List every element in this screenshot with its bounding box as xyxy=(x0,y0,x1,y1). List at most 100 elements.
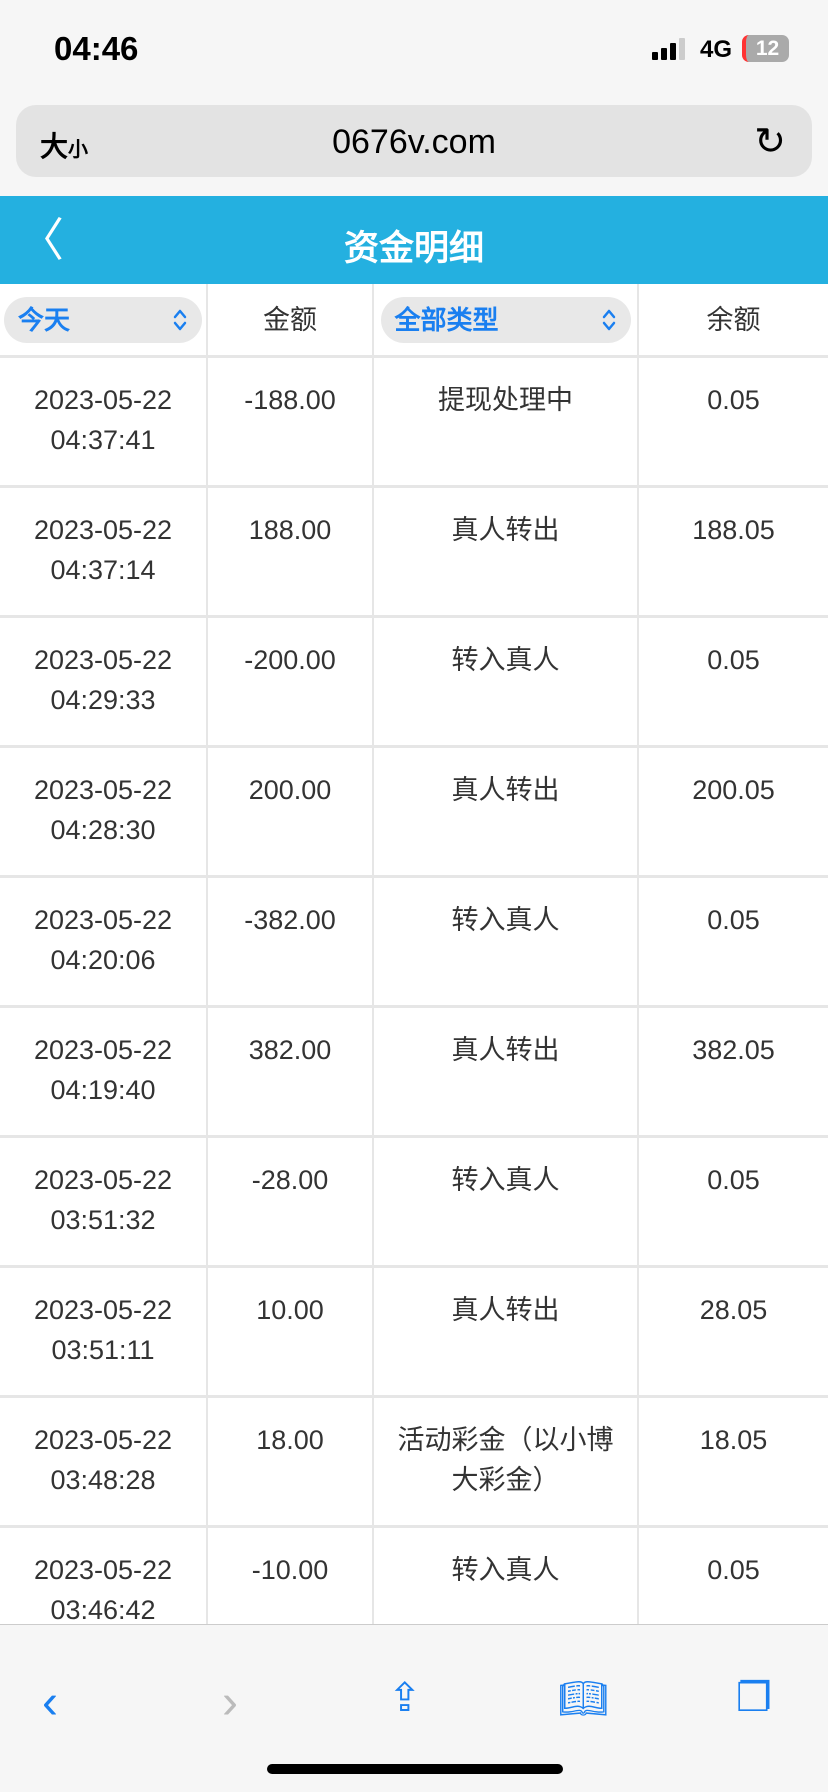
date: 2023-05-22 xyxy=(33,1295,173,1325)
datetime-cell: 2023-05-22 04:20:06 xyxy=(0,878,208,1005)
transactions-table: 今天 金额 全部类型 余额 2023-05-22 04:37:41 -188.00… xyxy=(0,284,828,1624)
text-size-button[interactable]: 大小 xyxy=(40,125,88,165)
table-row: 2023-05-22 04:37:14 188.00 真人转出 188.05 xyxy=(0,488,828,618)
balance-cell: 0.05 xyxy=(707,905,760,935)
amount-cell: 200.00 xyxy=(208,748,374,875)
time: 03:51:11 xyxy=(51,1335,155,1365)
datetime-cell: 2023-05-22 03:46:42 xyxy=(0,1528,208,1624)
url-domain[interactable]: 0676v.com xyxy=(332,123,496,161)
table-row: 2023-05-22 03:51:32 -28.00 转入真人 0.05 xyxy=(0,1138,828,1268)
date: 2023-05-22 xyxy=(33,1035,173,1065)
datetime-cell: 2023-05-22 04:28:30 xyxy=(0,748,208,875)
status-bar: 04:46 4G 12 xyxy=(0,0,828,100)
amount-cell: 10.00 xyxy=(208,1268,374,1395)
balance-cell: 0.05 xyxy=(707,385,760,415)
datetime-cell: 2023-05-22 03:48:28 xyxy=(0,1398,208,1525)
table-header: 今天 金额 全部类型 余额 xyxy=(0,284,828,358)
type-cell: 转入真人 xyxy=(374,1138,639,1265)
bookmarks-icon[interactable]: 📖︎ xyxy=(558,1677,609,1721)
amount-cell: 18.00 xyxy=(208,1398,374,1525)
table-row: 2023-05-22 04:28:30 200.00 真人转出 200.05 xyxy=(0,748,828,878)
clock: 04:46 xyxy=(54,30,139,67)
chevron-updown-icon xyxy=(173,309,187,330)
balance-cell: 188.05 xyxy=(692,515,775,545)
amount-cell: -28.00 xyxy=(208,1138,374,1265)
back-icon[interactable]: 〈 xyxy=(18,214,64,266)
balance-cell: 382.05 xyxy=(692,1035,775,1065)
time: 04:19:40 xyxy=(50,1075,156,1105)
type-cell: 真人转出 xyxy=(374,1008,639,1135)
table-row: 2023-05-22 03:51:11 10.00 真人转出 28.05 xyxy=(0,1268,828,1398)
back-nav-icon[interactable]: ‹ xyxy=(42,1676,58,1729)
date: 2023-05-22 xyxy=(33,1165,173,1195)
home-indicator xyxy=(267,1764,563,1774)
signal-icon xyxy=(652,38,685,60)
time: 04:37:41 xyxy=(50,425,156,455)
chevron-updown-icon xyxy=(602,309,615,330)
amount-cell: -200.00 xyxy=(208,618,374,745)
table-row: 2023-05-22 03:46:42 -10.00 转入真人 0.05 xyxy=(0,1528,828,1624)
balance-cell: 0.05 xyxy=(707,1555,760,1585)
date-filter-label: 今天 xyxy=(18,304,71,335)
amount-header: 金额 xyxy=(208,284,374,355)
datetime-cell: 2023-05-22 04:37:41 xyxy=(0,358,208,485)
time: 03:46:42 xyxy=(50,1595,156,1624)
text-size-small: 小 xyxy=(68,139,89,161)
type-cell: 转入真人 xyxy=(374,618,639,745)
time: 04:28:30 xyxy=(50,815,156,845)
date: 2023-05-22 xyxy=(33,775,173,805)
type-cell: 活动彩金（以小博大彩金） xyxy=(374,1398,639,1525)
table-row: 2023-05-22 03:48:28 18.00 活动彩金（以小博大彩金） 18… xyxy=(0,1398,828,1528)
page-title: 资金明细 xyxy=(343,229,484,268)
balance-cell: 28.05 xyxy=(699,1295,768,1325)
text-size-large: 大 xyxy=(40,131,69,162)
page-header: 〈 资金明细 xyxy=(0,196,828,284)
datetime-cell: 2023-05-22 04:19:40 xyxy=(0,1008,208,1135)
datetime-cell: 2023-05-22 03:51:11 xyxy=(0,1268,208,1395)
type-cell: 真人转出 xyxy=(374,1268,639,1395)
datetime-cell: 2023-05-22 03:51:32 xyxy=(0,1138,208,1265)
date-filter-select[interactable]: 今天 xyxy=(4,296,202,343)
address-bar[interactable]: 大小 0676v.com ↻ xyxy=(16,105,812,177)
reload-icon[interactable]: ↻ xyxy=(754,121,786,163)
type-filter-select[interactable]: 全部类型 xyxy=(380,296,631,343)
forward-nav-icon[interactable]: › xyxy=(222,1676,238,1729)
balance-cell: 0.05 xyxy=(707,645,760,675)
type-filter-label: 全部类型 xyxy=(394,304,499,335)
type-cell: 提现处理中 xyxy=(374,358,639,485)
time: 03:48:28 xyxy=(50,1465,156,1495)
amount-cell: -382.00 xyxy=(208,878,374,1005)
date: 2023-05-22 xyxy=(33,1425,173,1455)
table-row: 2023-05-22 04:19:40 382.00 真人转出 382.05 xyxy=(0,1008,828,1138)
date: 2023-05-22 xyxy=(33,515,173,545)
battery-icon: 12 xyxy=(742,35,789,62)
balance-cell: 200.05 xyxy=(692,775,775,805)
share-icon[interactable]: ⇪ xyxy=(388,1676,422,1720)
type-cell: 转入真人 xyxy=(374,878,639,1005)
table-row: 2023-05-22 04:20:06 -382.00 转入真人 0.05 xyxy=(0,878,828,1008)
table-row: 2023-05-22 04:29:33 -200.00 转入真人 0.05 xyxy=(0,618,828,748)
amount-cell: -188.00 xyxy=(208,358,374,485)
balance-cell: 18.05 xyxy=(699,1425,768,1455)
date: 2023-05-22 xyxy=(33,645,173,675)
date: 2023-05-22 xyxy=(33,385,173,415)
type-cell: 真人转出 xyxy=(374,488,639,615)
datetime-cell: 2023-05-22 04:29:33 xyxy=(0,618,208,745)
amount-cell: 188.00 xyxy=(208,488,374,615)
amount-cell: 382.00 xyxy=(208,1008,374,1135)
date: 2023-05-22 xyxy=(33,1555,173,1585)
network-type: 4G xyxy=(700,36,733,63)
time: 03:51:32 xyxy=(50,1205,156,1235)
type-cell: 转入真人 xyxy=(374,1528,639,1624)
time: 04:37:14 xyxy=(50,555,156,585)
type-cell: 真人转出 xyxy=(374,748,639,875)
date: 2023-05-22 xyxy=(33,905,173,935)
time: 04:20:06 xyxy=(50,945,156,975)
time: 04:29:33 xyxy=(50,685,156,715)
balance-cell: 0.05 xyxy=(707,1165,760,1195)
balance-header: 余额 xyxy=(706,304,761,335)
tabs-icon[interactable]: ❐ xyxy=(736,1676,772,1720)
amount-cell: -10.00 xyxy=(208,1528,374,1624)
datetime-cell: 2023-05-22 04:37:14 xyxy=(0,488,208,615)
table-row: 2023-05-22 04:37:41 -188.00 提现处理中 0.05 xyxy=(0,358,828,488)
